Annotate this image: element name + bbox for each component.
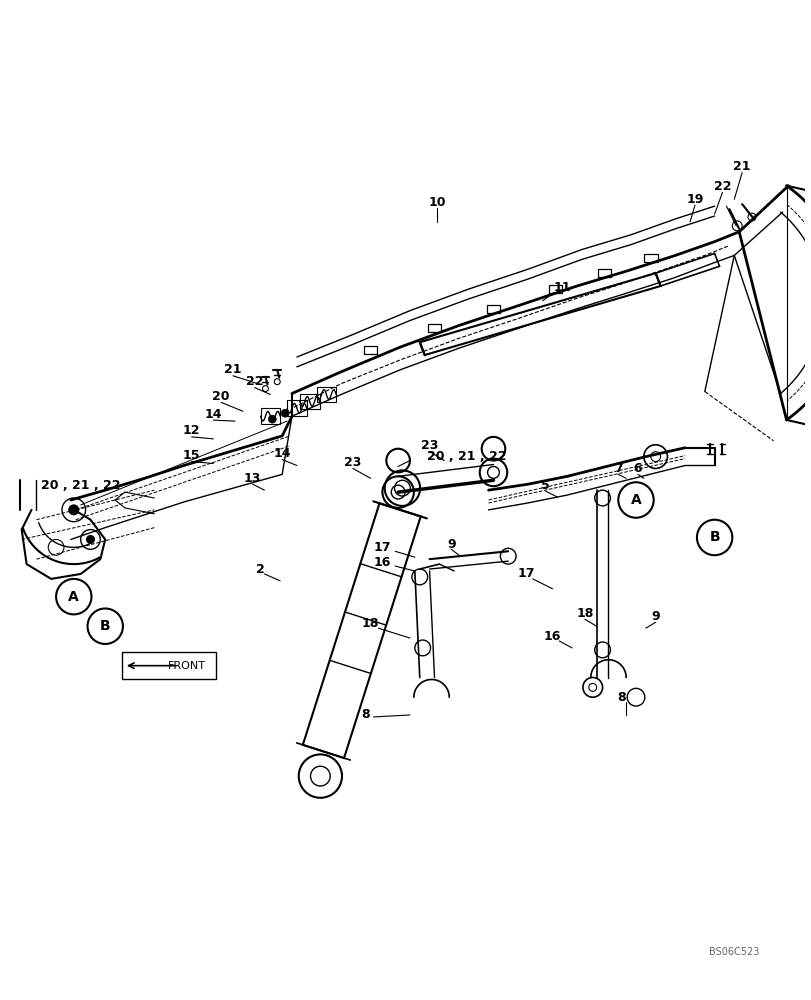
Text: 18: 18 — [362, 617, 379, 630]
Text: A: A — [630, 493, 641, 507]
Text: 17: 17 — [373, 541, 391, 554]
Text: 23: 23 — [344, 456, 361, 469]
Text: 13: 13 — [243, 472, 261, 485]
Bar — [122, 652, 216, 679]
Text: FRONT: FRONT — [168, 661, 205, 671]
Bar — [427, 324, 441, 332]
Text: BS06C523: BS06C523 — [708, 947, 758, 957]
Text: 8: 8 — [616, 691, 624, 704]
Text: 14: 14 — [204, 408, 222, 421]
Bar — [287, 400, 307, 416]
Text: 18: 18 — [576, 607, 593, 620]
Circle shape — [69, 505, 79, 515]
Bar — [316, 387, 336, 402]
Text: 9: 9 — [650, 610, 659, 623]
Text: A: A — [68, 590, 79, 604]
Circle shape — [268, 415, 276, 423]
Text: 14: 14 — [273, 447, 290, 460]
Text: B: B — [709, 530, 719, 544]
Text: 12: 12 — [182, 424, 200, 437]
Bar — [597, 269, 611, 277]
Text: 10: 10 — [428, 196, 446, 209]
Text: 21: 21 — [732, 160, 750, 173]
Text: 23: 23 — [420, 439, 438, 452]
Text: 11: 11 — [553, 281, 570, 294]
Text: 9: 9 — [446, 538, 455, 551]
Text: 16: 16 — [373, 556, 391, 569]
Bar — [643, 254, 657, 262]
Text: 20 , 21 , 22: 20 , 21 , 22 — [41, 479, 120, 492]
Text: 16: 16 — [543, 630, 560, 643]
Text: 7: 7 — [613, 462, 622, 475]
Text: 20: 20 — [212, 390, 230, 403]
Text: 5: 5 — [540, 479, 549, 492]
Circle shape — [281, 409, 289, 417]
Bar — [260, 408, 280, 424]
Text: 6: 6 — [633, 462, 642, 475]
Bar — [548, 285, 561, 293]
Text: 15: 15 — [182, 449, 200, 462]
Circle shape — [87, 536, 94, 543]
Text: 21: 21 — [224, 363, 242, 376]
Text: 2: 2 — [255, 563, 264, 576]
Text: 22: 22 — [713, 180, 731, 193]
Bar — [486, 305, 500, 313]
Text: B: B — [100, 619, 110, 633]
Text: 8: 8 — [361, 708, 370, 721]
Bar — [299, 393, 319, 409]
Text: 17: 17 — [517, 567, 534, 580]
Bar — [363, 346, 377, 354]
Text: 22: 22 — [246, 375, 263, 388]
Text: 20 , 21 , 22: 20 , 21 , 22 — [427, 450, 506, 463]
Text: 19: 19 — [685, 193, 703, 206]
